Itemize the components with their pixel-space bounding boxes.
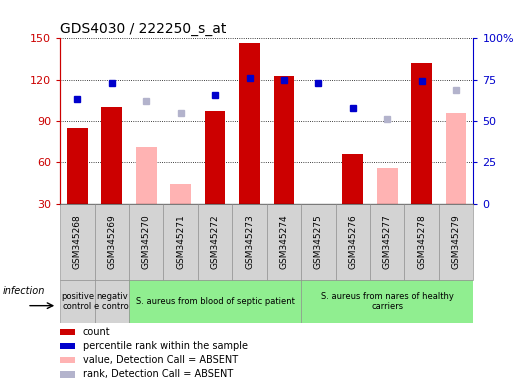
Bar — [239, 43, 260, 204]
Text: GSM345275: GSM345275 — [314, 215, 323, 269]
Bar — [301, 280, 473, 323]
Text: GSM345273: GSM345273 — [245, 215, 254, 269]
Bar — [60, 371, 75, 377]
Text: GSM345274: GSM345274 — [279, 215, 289, 269]
Bar — [404, 204, 439, 280]
Bar — [95, 204, 129, 280]
Bar — [60, 280, 95, 323]
Text: GSM345277: GSM345277 — [383, 215, 392, 269]
Bar — [101, 107, 122, 204]
Text: percentile rank within the sample: percentile rank within the sample — [83, 341, 248, 351]
Bar — [205, 111, 225, 204]
Text: GSM345269: GSM345269 — [107, 215, 116, 269]
Bar — [129, 204, 163, 280]
Text: count: count — [83, 327, 110, 337]
Bar — [198, 204, 232, 280]
Text: rank, Detection Call = ABSENT: rank, Detection Call = ABSENT — [83, 369, 233, 379]
Bar — [170, 184, 191, 204]
Text: positive
control: positive control — [61, 292, 94, 311]
Text: S. aureus from nares of healthy
carriers: S. aureus from nares of healthy carriers — [321, 292, 453, 311]
Text: GSM345272: GSM345272 — [211, 215, 220, 269]
Bar — [343, 154, 363, 204]
Bar — [301, 204, 336, 280]
Bar — [60, 329, 75, 335]
Text: GSM345278: GSM345278 — [417, 215, 426, 269]
Bar — [232, 204, 267, 280]
Text: GSM345279: GSM345279 — [451, 215, 461, 269]
Text: GSM345268: GSM345268 — [73, 215, 82, 269]
Bar — [60, 204, 95, 280]
Text: infection: infection — [3, 286, 46, 296]
Bar — [95, 280, 129, 323]
Bar — [439, 204, 473, 280]
Bar — [129, 280, 301, 323]
Bar — [411, 63, 432, 204]
Bar — [336, 204, 370, 280]
Bar — [67, 128, 88, 204]
Text: value, Detection Call = ABSENT: value, Detection Call = ABSENT — [83, 355, 238, 365]
Text: negativ
e contro: negativ e contro — [95, 292, 129, 311]
Text: GDS4030 / 222250_s_at: GDS4030 / 222250_s_at — [60, 22, 226, 36]
Bar — [267, 204, 301, 280]
Bar — [60, 357, 75, 364]
Text: GSM345276: GSM345276 — [348, 215, 357, 269]
Bar — [370, 204, 404, 280]
Bar — [60, 343, 75, 349]
Bar — [274, 76, 294, 204]
Text: S. aureus from blood of septic patient: S. aureus from blood of septic patient — [135, 297, 294, 306]
Bar — [163, 204, 198, 280]
Text: GSM345270: GSM345270 — [142, 215, 151, 269]
Bar — [377, 168, 397, 204]
Bar — [446, 113, 467, 204]
Text: GSM345271: GSM345271 — [176, 215, 185, 269]
Bar — [136, 147, 156, 204]
